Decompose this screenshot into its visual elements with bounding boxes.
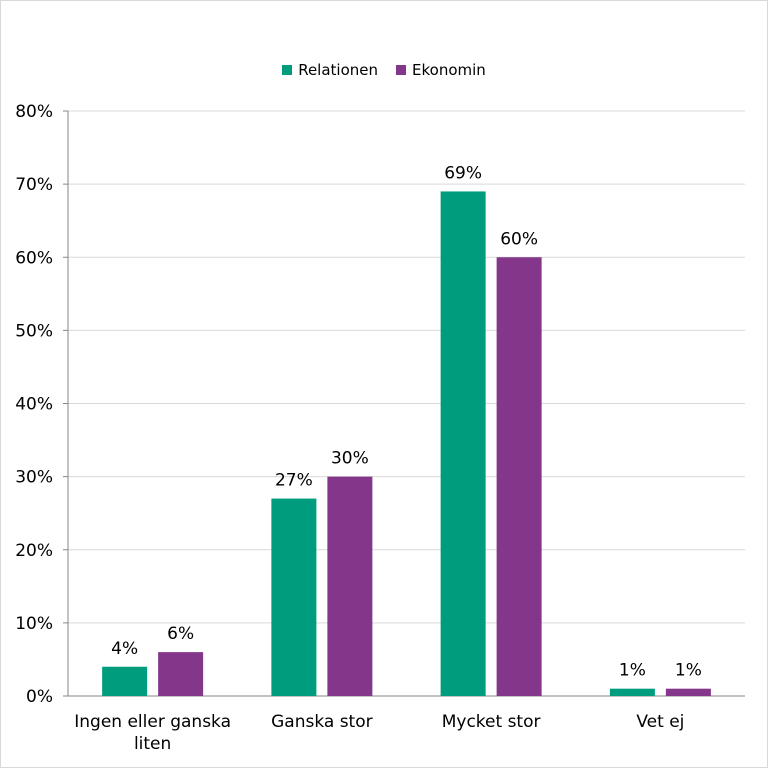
bars [102,191,711,696]
data-label: 1% [675,661,702,681]
bar-ekonomin [665,688,711,696]
y-tick-label: 60% [15,248,53,268]
x-tick-label: Vet ej [636,712,684,732]
legend-item-ekonomin: Ekonomin [396,61,486,79]
bar-ekonomin [158,652,204,696]
x-tick-label: Mycket stor [442,712,541,732]
data-label: 4% [111,639,138,659]
bar-relationen [440,191,486,696]
data-label: 6% [167,624,194,644]
gridlines [68,110,745,624]
data-label: 60% [500,229,538,249]
bar-relationen [271,498,317,696]
legend-label-relationen: Relationen [298,61,379,79]
legend-swatch-ekonomin [396,65,407,75]
data-label: 69% [444,163,482,183]
bar-relationen [102,666,148,696]
y-tick-label: 50% [15,321,53,341]
legend: Relationen Ekonomin [0,61,768,79]
bar-ekonomin [496,257,542,696]
y-tick-label: 80% [15,102,53,122]
y-tick-label: 20% [15,541,53,561]
data-label: 30% [331,449,369,469]
y-tick-label: 0% [26,687,53,707]
data-label: 1% [619,661,646,681]
data-labels: 4% 6% 27% 30% 69% 60% 1% 1% [111,163,702,680]
bar-relationen [609,688,655,696]
x-tick-label: liten [134,734,171,754]
x-tick-label: Ingen eller ganska [74,712,231,732]
bar-ekonomin [327,476,373,696]
x-tick-label: Ganska stor [271,712,373,732]
legend-swatch-relationen [282,65,293,75]
data-label: 27% [275,471,313,491]
y-tick-label: 70% [15,175,53,195]
y-tick-label: 10% [15,614,53,634]
axes: 0% 10% 20% 30% 40% 50% 60% 70% 80% Ingen eller ga… [15,102,745,754]
y-tick-label: 40% [15,395,53,415]
legend-item-relationen: Relationen [282,61,378,79]
y-tick-label: 30% [15,468,53,488]
legend-label-ekonomin: Ekonomin [412,61,486,79]
